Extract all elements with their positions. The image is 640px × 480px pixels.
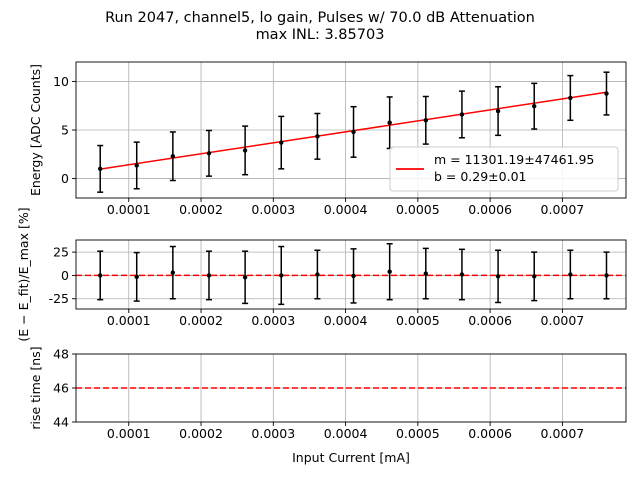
y-tick-label: 5: [61, 123, 69, 138]
y-tick-label: 46: [53, 381, 69, 396]
legend-label: b = 0.29±0.01: [434, 169, 527, 184]
x-tick-label: 0.0007: [541, 426, 585, 441]
y-tick-label: 0: [61, 268, 69, 283]
data-point: [568, 95, 573, 101]
data-point: [387, 120, 392, 125]
x-tick-label: 0.0006: [468, 202, 512, 217]
x-tick-label: 0.0001: [107, 313, 151, 328]
y-axis-label: Energy [ADC Counts]: [28, 64, 43, 196]
y-tick-label: 10: [53, 74, 69, 89]
axes-frame: [75, 239, 627, 310]
x-tick-label: 0.0005: [396, 202, 440, 217]
data-point: [423, 271, 429, 276]
x-tick-label: 0.0001: [107, 426, 151, 441]
x-tick-label: 0.0006: [468, 426, 512, 441]
x-tick-label: 0.0007: [541, 202, 585, 217]
energy-panel: 0.0001 0.0002 0.0003 0.0004 0.0005 0.0006 0.00…: [28, 61, 627, 217]
data-point: [98, 273, 103, 278]
legend: m = 11301.19±47461.95 b = 0.29±0.01: [389, 146, 619, 192]
y-tick-label: 0: [61, 171, 69, 186]
data-point: [206, 273, 212, 278]
x-tick-label: 0.0004: [324, 313, 368, 328]
x-tick-label: 0.0005: [396, 426, 440, 441]
y-axis-label: rise time [ns]: [28, 346, 43, 429]
data-point: [387, 269, 392, 274]
x-tick-label: 0.0005: [396, 313, 440, 328]
data-point: [170, 154, 176, 159]
data-point: [604, 91, 609, 96]
data-point: [242, 148, 248, 153]
x-tick-label: 0.0003: [251, 202, 295, 217]
data-point: [532, 274, 537, 279]
legend-label: m = 11301.19±47461.95: [434, 152, 594, 167]
data-point: [279, 273, 284, 278]
data-point: [495, 108, 501, 114]
x-tick-label: 0.0001: [107, 202, 151, 217]
data-point: [351, 273, 356, 279]
data-point: [170, 270, 176, 275]
x-axis-label: Input Current [mA]: [292, 450, 410, 465]
data-point: [351, 129, 356, 135]
x-tick-label: 0.0003: [251, 313, 295, 328]
x-tick-label: 0.0002: [179, 313, 223, 328]
data-point: [423, 118, 429, 123]
data-point: [242, 275, 248, 280]
x-tick-label: 0.0002: [179, 202, 223, 217]
data-point: [459, 112, 465, 117]
x-tick-label: 0.0004: [324, 202, 368, 217]
data-point: [315, 134, 320, 139]
data-point: [568, 272, 573, 277]
y-tick-label: 25: [53, 245, 69, 260]
y-tick-label: 44: [53, 415, 69, 430]
data-point: [98, 166, 103, 172]
data-point: [604, 273, 609, 278]
x-tick-label: 0.0002: [179, 426, 223, 441]
data-point: [495, 274, 501, 279]
y-tick-label: -25: [49, 291, 69, 306]
data-point: [532, 104, 537, 109]
figure-title: Run 2047, channel5, lo gain, Pulses w/ 7…: [105, 10, 535, 26]
data-point: [206, 151, 212, 156]
x-tick-label: 0.0004: [324, 426, 368, 441]
data-point: [134, 274, 139, 280]
legend-box: [389, 146, 619, 192]
y-axis-label: (E − E_fit)/E_max [%]: [16, 207, 31, 341]
x-tick-label: 0.0003: [251, 426, 295, 441]
figure-subtitle: max INL: 3.85703: [256, 27, 385, 43]
rise-time-panel: 0.0001 0.0002 0.0003 0.0004 0.0005 0.0006 0.00…: [28, 346, 627, 465]
data-point: [134, 163, 139, 168]
x-tick-label: 0.0007: [541, 313, 585, 328]
data-point: [315, 272, 320, 277]
y-tick-label: 48: [53, 347, 69, 362]
x-tick-label: 0.0006: [468, 313, 512, 328]
data-point: [279, 140, 284, 145]
data-point: [459, 272, 465, 277]
residual-panel: 0.0001 0.0002 0.0003 0.0004 0.0005 0.0006 0.00…: [16, 207, 627, 342]
